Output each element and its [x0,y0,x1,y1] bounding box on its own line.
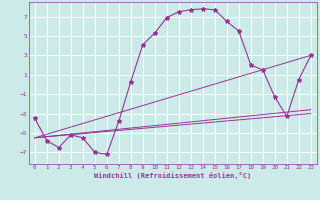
X-axis label: Windchill (Refroidissement éolien,°C): Windchill (Refroidissement éolien,°C) [94,172,252,179]
